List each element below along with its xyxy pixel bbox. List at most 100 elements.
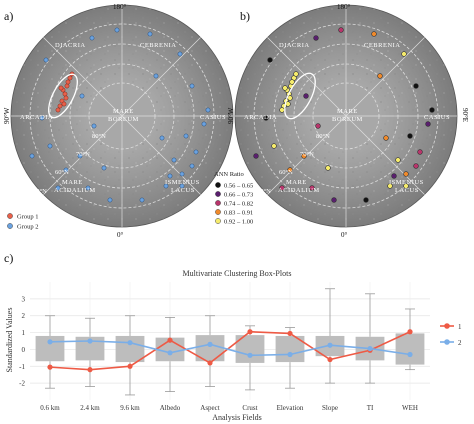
map-a-point-group2 xyxy=(189,83,195,89)
box-plot-chart: Multivariate Clustering Box-Plots Analys… xyxy=(5,269,462,422)
label-70n-a: 70°N xyxy=(76,151,90,158)
map-a-point-group1 xyxy=(62,91,68,97)
deg-0-a: 0° xyxy=(117,231,124,239)
series-point-1 xyxy=(327,356,333,363)
x-tick-label: 0.6 km xyxy=(40,404,60,412)
map-a-point-group2 xyxy=(163,183,169,189)
map-b-point xyxy=(271,143,277,149)
series-line-1 xyxy=(49,330,411,371)
map-b-point xyxy=(377,73,383,79)
label-mare-acidalium-1-a: MARE xyxy=(62,179,83,186)
map-a-point-group2 xyxy=(189,163,195,169)
map-a-point-group2 xyxy=(177,51,183,57)
map-a-point-group2 xyxy=(193,149,199,155)
series-point-1 xyxy=(287,330,293,337)
map-b-point xyxy=(391,173,397,179)
map-b-point xyxy=(263,115,269,121)
map-a-point-group2 xyxy=(79,93,85,99)
series-point-2 xyxy=(367,345,373,352)
label-50n-b: 50°N xyxy=(257,188,271,195)
deg-90e-b: 90°E xyxy=(461,108,469,122)
y-tick-label: -1 xyxy=(19,363,25,371)
y-tick-label: 3 xyxy=(22,295,26,303)
map-b-point xyxy=(403,171,409,177)
map-a-point-group2 xyxy=(43,57,49,63)
chart-title: Multivariate Clustering Box-Plots xyxy=(183,269,292,278)
label-80n-b: 80°N xyxy=(316,133,330,140)
label-mare-boreum-2-b: BOREUM xyxy=(332,116,363,123)
map-b-point xyxy=(309,185,315,191)
legend-b-label-2: 0.66 – 0.73 xyxy=(224,192,253,199)
series-point-1 xyxy=(127,363,133,369)
series-line-2 xyxy=(49,340,411,357)
label-mare-boreum-2-a: BOREUM xyxy=(108,116,139,123)
label-diacria-b: DIACRIA xyxy=(279,42,310,49)
series-point-1 xyxy=(247,329,253,335)
label-ismenius-2-a: LACUS xyxy=(171,187,195,194)
legend-c-label: 1 xyxy=(458,323,462,331)
map-a-point-group1 xyxy=(58,85,64,91)
series-point-2 xyxy=(207,341,213,347)
series-point-2 xyxy=(287,351,293,358)
map-a-point-group1 xyxy=(55,107,61,113)
y-tick-label: 0 xyxy=(22,346,26,354)
map-a-point-group1 xyxy=(64,83,70,89)
map-b-point xyxy=(315,123,321,129)
map-b-point xyxy=(303,93,309,99)
polar-map-a xyxy=(10,4,234,228)
legend-b-swatch-3 xyxy=(215,200,221,206)
map-b-point xyxy=(289,79,295,85)
map-b-point xyxy=(417,149,423,155)
box-iqr xyxy=(395,333,425,365)
label-ismenius-1-b: ISMENIUS xyxy=(389,179,424,186)
legend-b: ANN Ratio 0.56 – 0.65 0.66 – 0.73 0.74 –… xyxy=(214,171,253,226)
map-a-point-group2 xyxy=(77,153,83,159)
map-a-point-group2 xyxy=(107,197,113,203)
map-a-point-group1 xyxy=(57,103,63,109)
map-a-point-group2 xyxy=(179,183,185,189)
map-b-point xyxy=(371,31,377,37)
panel-label-a: a) xyxy=(4,9,13,23)
legend-b-label-4: 0.83 – 0.91 xyxy=(224,210,253,217)
y-tick-label: 2 xyxy=(22,312,26,320)
y-tick-label: 1 xyxy=(22,329,26,337)
legend-b-swatch-2 xyxy=(215,191,221,197)
map-b-point xyxy=(383,135,389,141)
deg-90w-b: 90°W xyxy=(227,107,235,124)
x-tick-label: Slope xyxy=(322,404,338,412)
map-a-point-group2 xyxy=(39,115,45,121)
legend-b-swatch-5 xyxy=(215,218,221,224)
deg-90w-a: 90°W xyxy=(3,107,11,124)
map-a-point-group2 xyxy=(47,143,53,149)
legend-b-label-1: 0.56 – 0.65 xyxy=(224,183,253,190)
label-70n-b: 70°N xyxy=(300,151,314,158)
label-50n-a: 50°N xyxy=(33,188,47,195)
deg-0-b: 0° xyxy=(341,231,348,239)
map-a-point-group2 xyxy=(159,135,165,141)
y-axis-label: Standardized Values xyxy=(5,308,14,373)
label-60n-a: 60°N xyxy=(55,169,69,176)
polar-map-b xyxy=(234,4,458,228)
series-point-2 xyxy=(327,342,333,348)
map-a-point-group2 xyxy=(139,197,145,203)
label-cebrenia-b: CEBRENIA xyxy=(364,42,401,49)
series-point-2 xyxy=(127,340,133,346)
map-a-point-group2 xyxy=(63,167,69,173)
map-a-point-group2 xyxy=(201,121,207,127)
map-a-point-group2 xyxy=(101,165,107,171)
legend-b-swatch-1 xyxy=(215,182,221,188)
map-a-point-group2 xyxy=(205,107,211,113)
series-point-2 xyxy=(247,352,253,358)
box-iqr xyxy=(75,336,105,361)
map-b-point xyxy=(282,85,288,91)
label-casius-a: CASIUS xyxy=(200,114,226,121)
x-tick-label: WEH xyxy=(402,404,418,412)
x-tick-label: Albedo xyxy=(160,404,181,412)
label-mare-boreum-1-b: MARE xyxy=(337,108,358,115)
x-tick-label: 2.4 km xyxy=(80,404,100,412)
map-a-point-group2 xyxy=(153,73,159,79)
label-ismenius-2-b: LACUS xyxy=(395,187,419,194)
map-b-labels: 180° 0° 90°W 90°E DIACRIA CEBRENIA ARCAD… xyxy=(227,3,469,239)
map-b-point xyxy=(395,157,401,163)
map-b-point xyxy=(287,167,293,173)
